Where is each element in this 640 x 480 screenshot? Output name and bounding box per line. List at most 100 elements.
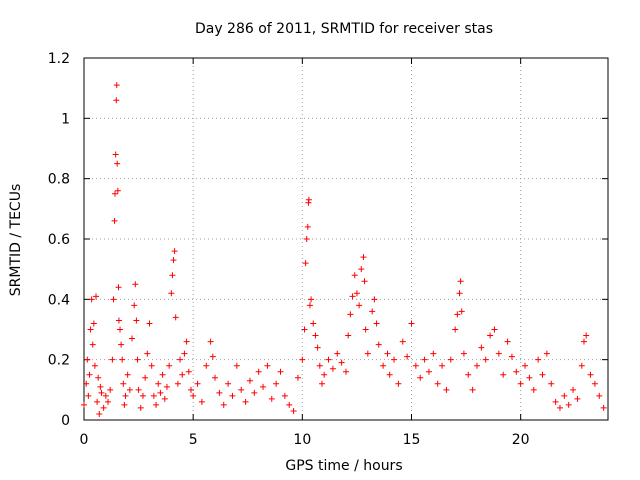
data-point [194, 380, 201, 387]
data-point [207, 338, 214, 345]
data-point [312, 332, 319, 339]
data-point [111, 217, 118, 224]
data-point [174, 380, 181, 387]
data-point [360, 254, 367, 261]
data-point [115, 317, 122, 324]
data-point [117, 326, 124, 333]
data-point [304, 223, 311, 230]
data-point [170, 257, 177, 264]
data-point [157, 389, 164, 396]
data-point [343, 368, 349, 375]
y-axis-label: SRMTID / TECUs [8, 184, 24, 297]
data-point [216, 389, 223, 396]
data-point [260, 383, 267, 390]
data-point [144, 350, 151, 357]
data-point [356, 302, 363, 309]
data-point [361, 278, 368, 285]
data-point [469, 386, 476, 393]
data-point [119, 356, 126, 363]
data-point [155, 380, 162, 387]
data-point [458, 308, 465, 315]
data-point [110, 296, 117, 303]
chart-title: Day 286 of 2011, SRMTID for receiver sta… [195, 21, 493, 37]
data-point [90, 320, 97, 327]
data-point [318, 380, 325, 387]
data-point [134, 356, 141, 363]
data-point [600, 404, 607, 411]
data-point [169, 272, 176, 279]
data-point [166, 362, 173, 369]
data-point [264, 362, 271, 369]
data-point [190, 392, 197, 399]
data-point [137, 404, 144, 411]
data-point [349, 293, 356, 300]
data-point [161, 395, 168, 402]
data-point [303, 236, 310, 242]
data-point [185, 368, 192, 375]
data-point [183, 338, 190, 345]
axis-ticks [83, 57, 608, 421]
data-point [556, 404, 563, 411]
data-point [338, 359, 345, 366]
data-point [495, 350, 502, 357]
y-tick-label: 0.6 [48, 232, 70, 248]
data-point [491, 326, 498, 333]
data-point [465, 371, 472, 378]
data-point [84, 356, 91, 363]
data-point [129, 335, 136, 342]
data-point [88, 296, 95, 303]
data-point [273, 380, 280, 387]
data-point [86, 371, 93, 378]
data-point [587, 371, 594, 378]
data-point [380, 362, 387, 369]
data-point [460, 350, 467, 357]
data-point [83, 380, 90, 387]
data-point [535, 356, 542, 363]
data-point [321, 371, 328, 378]
data-point [454, 311, 461, 318]
data-point [399, 338, 406, 345]
data-point [81, 401, 87, 408]
data-point [172, 314, 179, 321]
data-point [391, 356, 398, 363]
data-point [452, 326, 459, 333]
data-point [209, 353, 216, 360]
data-point [294, 374, 301, 381]
data-point [371, 296, 378, 303]
data-point [118, 341, 125, 348]
y-tick-label: 0.8 [48, 172, 70, 188]
data-point [132, 281, 139, 288]
data-point [591, 380, 598, 387]
data-point [203, 362, 210, 369]
data-point [439, 362, 446, 369]
data-point [565, 401, 572, 408]
data-point [163, 383, 170, 390]
data-point [159, 371, 166, 378]
x-tick-label: 15 [403, 432, 421, 448]
data-point [412, 362, 419, 369]
data-point [142, 374, 149, 381]
data-point [139, 392, 146, 399]
data-point [574, 395, 581, 402]
data-point [305, 196, 312, 203]
data-point [482, 356, 489, 363]
data-point [299, 356, 306, 363]
data-point [277, 368, 284, 375]
tick-labels: 0 0.2 0.4 0.6 0.8 1 1.2 0 5 10 15 20 [48, 51, 530, 448]
data-point [457, 278, 464, 285]
x-tick-label: 10 [293, 432, 311, 448]
data-point [290, 407, 297, 414]
data-point [578, 362, 585, 369]
data-point [93, 293, 100, 300]
data-point [115, 284, 122, 291]
data-point [548, 380, 555, 387]
data-point [526, 374, 533, 381]
data-point [251, 389, 258, 396]
data-point [334, 350, 341, 357]
data-point [522, 362, 529, 369]
data-point [89, 341, 96, 348]
data-point [148, 362, 155, 369]
data-point [114, 160, 121, 167]
data-point [395, 380, 402, 387]
